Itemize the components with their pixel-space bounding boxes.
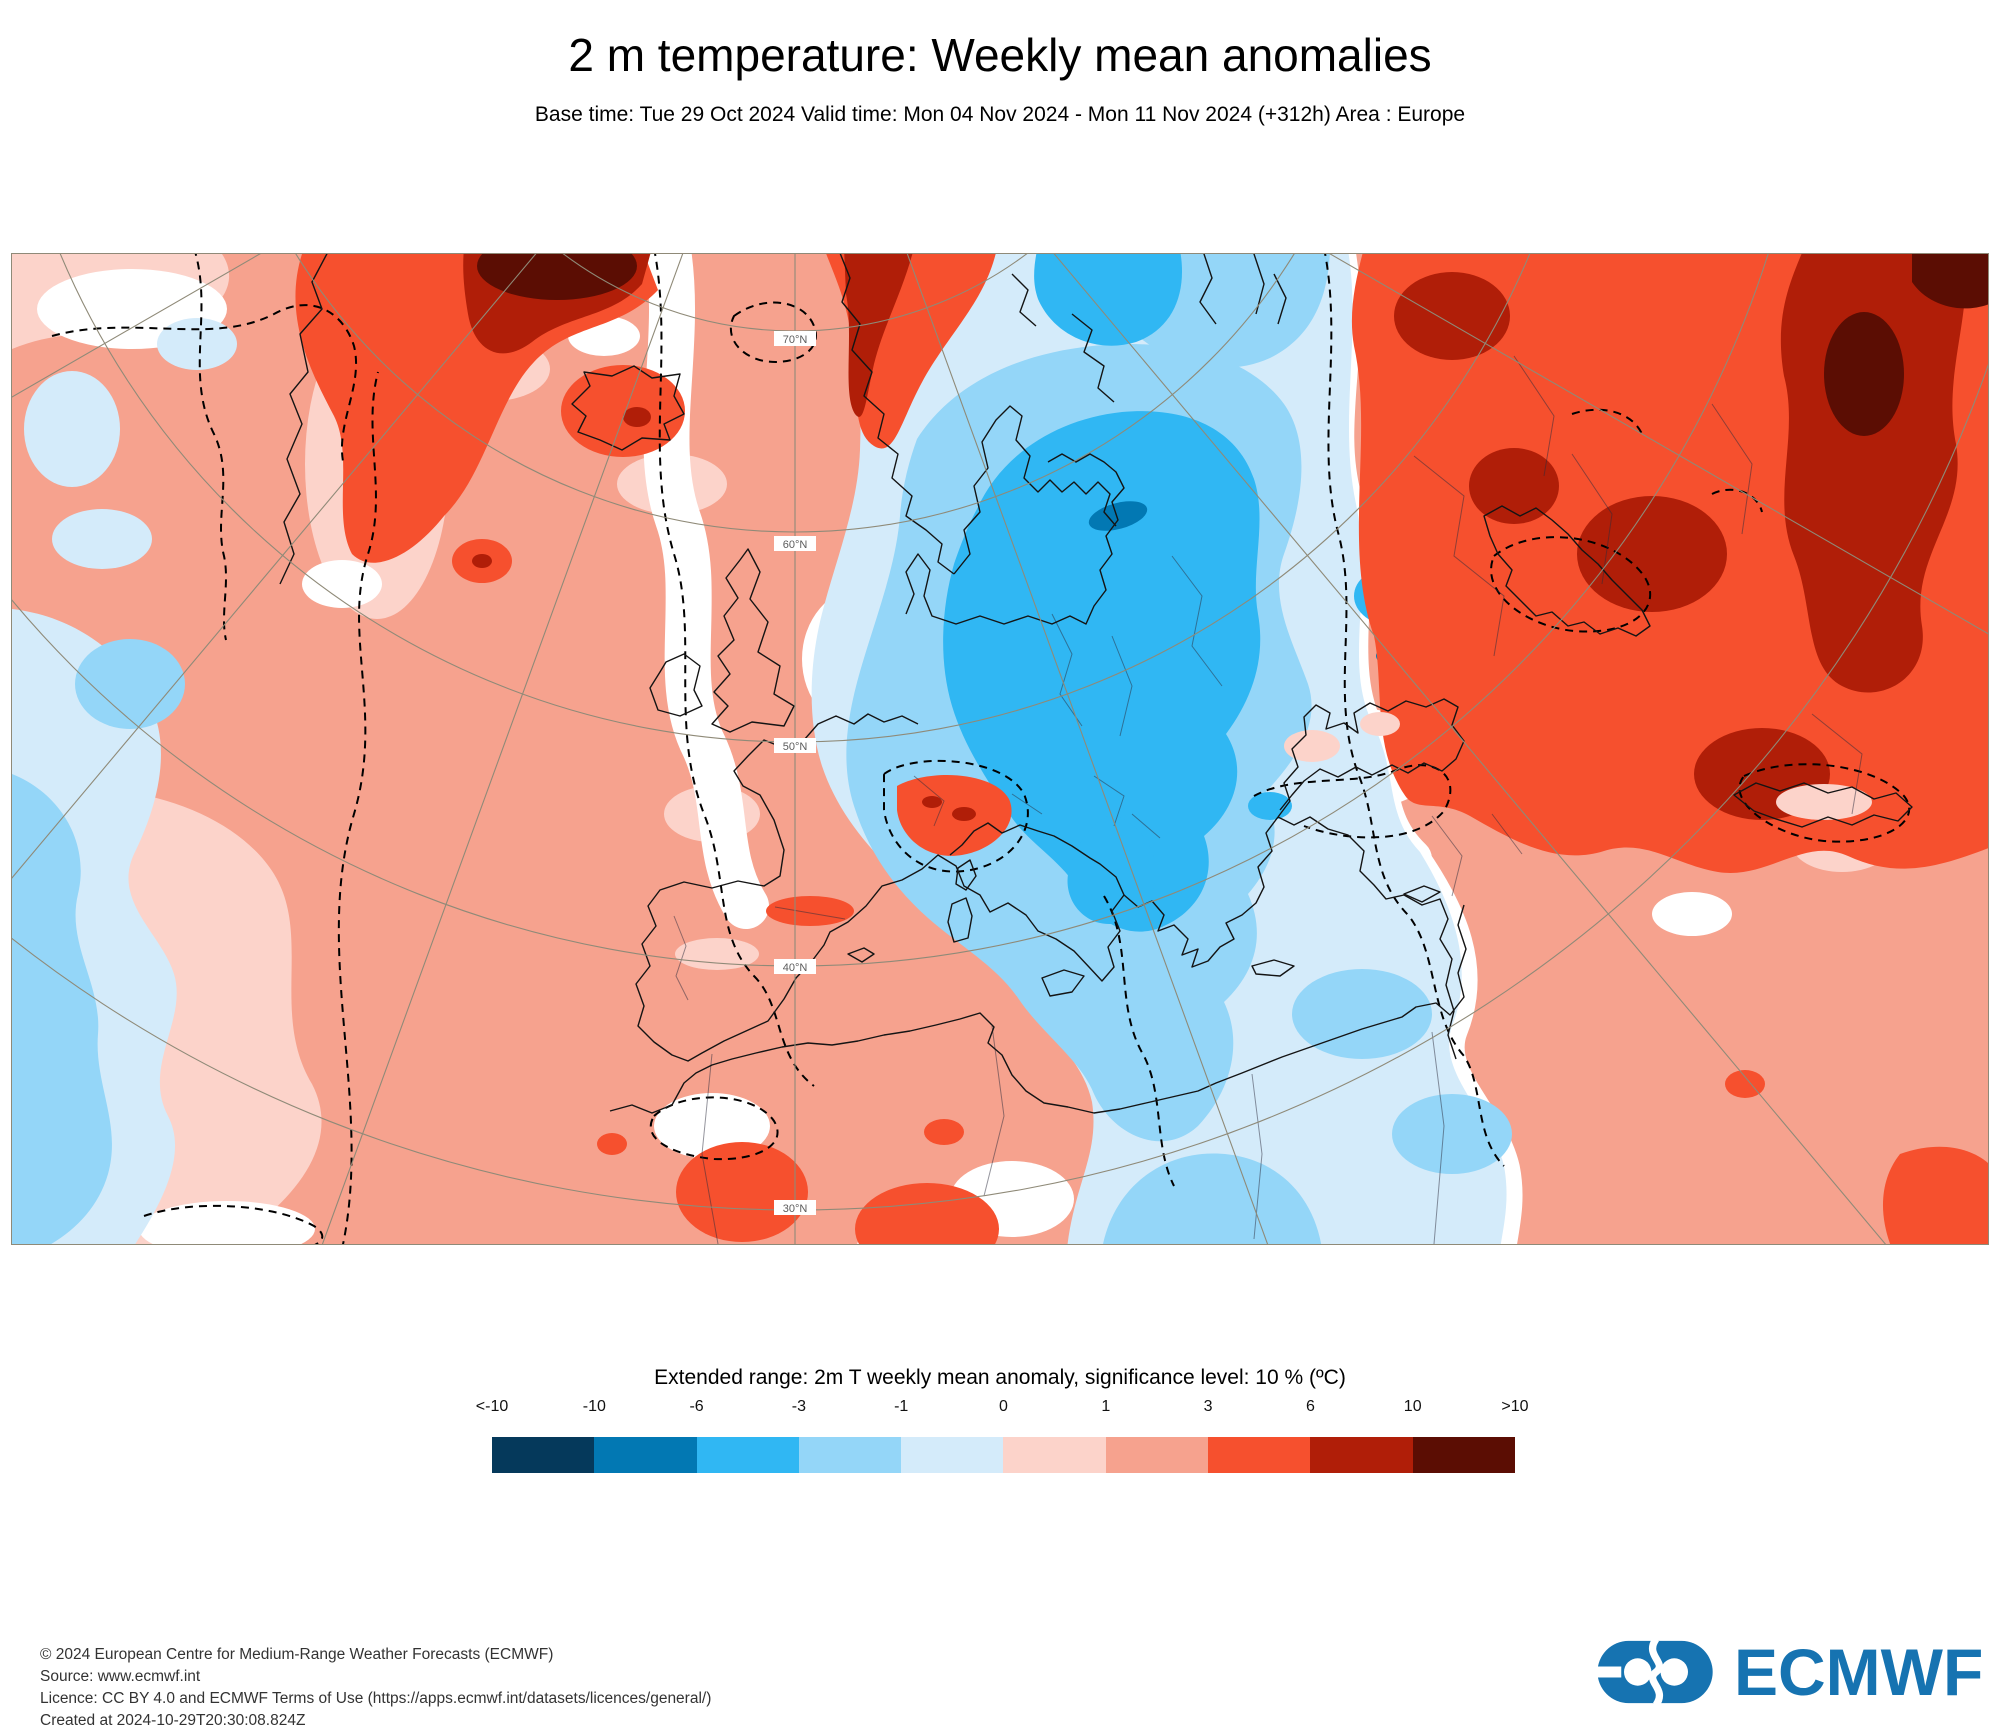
legend-swatch xyxy=(1208,1437,1311,1473)
footer-copyright: © 2024 European Centre for Medium-Range … xyxy=(40,1646,554,1663)
legend-tick: 1 xyxy=(1101,1398,1111,1415)
ecmwf-logo-mark xyxy=(1592,1636,1713,1708)
significance-contours xyxy=(51,254,1911,1244)
legend-bar xyxy=(492,1437,1515,1473)
ecmwf-logo: ECMWF xyxy=(1592,1626,1983,1718)
page-subtitle: Base time: Tue 29 Oct 2024 Valid time: M… xyxy=(534,103,1466,126)
page-title: 2 m temperature: Weekly mean anomalies xyxy=(568,29,1432,81)
legend-swatch xyxy=(901,1437,1004,1473)
lat-label-70n: 70°N xyxy=(783,334,808,346)
legend-tick: -10 xyxy=(582,1398,606,1415)
lat-label-40n: 40°N xyxy=(783,962,808,974)
legend-tick: -6 xyxy=(689,1398,704,1415)
graticule-labels: 70°N 60°N 50°N 40°N 30°N xyxy=(774,331,816,1215)
legend-swatch xyxy=(1412,1437,1515,1473)
legend-tick: 0 xyxy=(999,1398,1008,1415)
map-canvas: 70°N 60°N 50°N 40°N 30°N xyxy=(12,254,1988,1244)
coastlines xyxy=(279,254,1913,1114)
legend-ticks: <-10 -10 -6 -3 -1 0 1 3 6 10 >10 xyxy=(476,1398,1529,1418)
footer-source: Source: www.ecmwf.int xyxy=(40,1668,201,1685)
country-borders xyxy=(673,355,1863,1244)
legend-tick: 3 xyxy=(1203,1398,1213,1415)
legend-swatch xyxy=(1310,1437,1413,1473)
band-gt10-patches xyxy=(477,254,1988,436)
legend-swatch xyxy=(594,1437,697,1473)
legend-tick: -1 xyxy=(894,1398,909,1415)
legend-tick: 6 xyxy=(1305,1398,1315,1415)
legend-swatch xyxy=(492,1437,595,1473)
legend-swatch xyxy=(696,1437,799,1473)
legend-title: Extended range: 2m T weekly mean anomaly… xyxy=(654,1366,1346,1389)
legend-swatch xyxy=(798,1437,902,1473)
footer-licence: Licence: CC BY 4.0 and ECMWF Terms of Us… xyxy=(40,1690,712,1707)
europe-anomaly-map: 70°N 60°N 50°N 40°N 30°N xyxy=(11,253,1989,1245)
lat-label-50n: 50°N xyxy=(783,741,808,753)
legend-swatch xyxy=(1003,1437,1106,1473)
pale-spots-overlay xyxy=(1284,712,1872,820)
legend-tick: 10 xyxy=(1403,1398,1422,1415)
legend-tick: -3 xyxy=(791,1398,807,1415)
legend-swatch xyxy=(1105,1437,1209,1473)
lat-label-60n: 60°N xyxy=(783,539,808,551)
footer-created: Created at 2024-10-29T20:30:08.824Z xyxy=(40,1712,306,1729)
footer: © 2024 European Centre for Medium-Range … xyxy=(40,1644,711,1732)
legend-tick: <-10 xyxy=(475,1398,509,1415)
ecmwf-logo-text: ECMWF xyxy=(1734,1635,1984,1709)
legend-tick: >10 xyxy=(1501,1398,1529,1415)
lat-label-30n: 30°N xyxy=(783,1203,808,1215)
